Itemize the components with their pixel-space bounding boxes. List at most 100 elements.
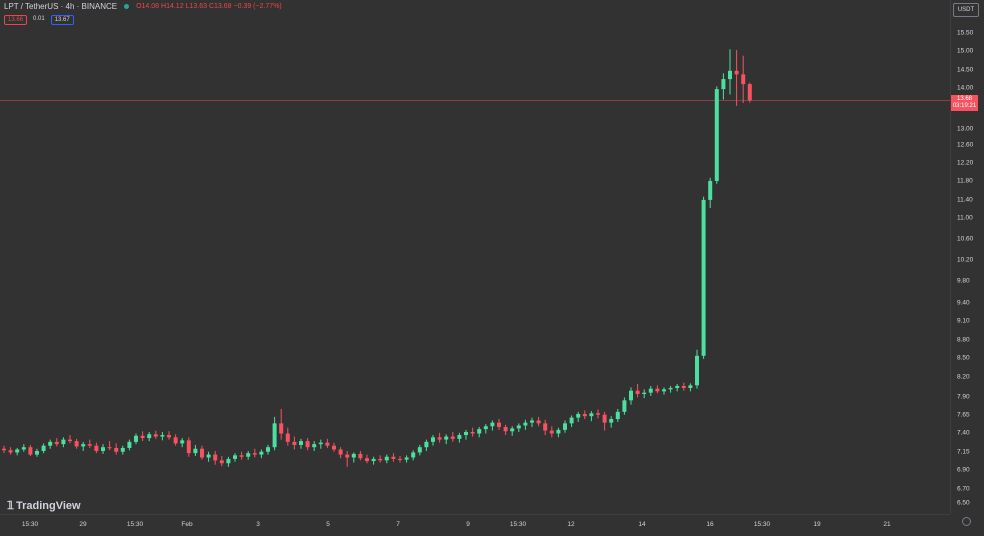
time-tick-label: 15:30 <box>127 521 144 528</box>
time-tick-label: 15:30 <box>754 521 771 528</box>
chart-area[interactable] <box>0 0 950 514</box>
price-tick-label: 14.00 <box>957 85 974 92</box>
price-tick-label: 15.50 <box>957 30 974 37</box>
time-tick-label: 7 <box>396 521 400 528</box>
candle <box>596 409 600 419</box>
high-value: 14.12 <box>166 3 184 10</box>
symbol-title[interactable]: LPT / TetherUS · 4h · BINANCE <box>4 2 118 11</box>
price-tick-label: 9.10 <box>957 318 970 325</box>
candle <box>510 426 515 436</box>
candle <box>642 389 647 399</box>
candle <box>622 397 627 415</box>
candle <box>662 387 666 395</box>
price-tick-label: 6.70 <box>957 486 970 493</box>
candle <box>721 73 726 100</box>
settings-icon[interactable] <box>962 517 971 526</box>
candlestick-chart[interactable] <box>0 0 950 514</box>
candle <box>167 431 171 440</box>
candle <box>384 454 389 464</box>
candle <box>272 416 277 451</box>
time-tick-label: 29 <box>79 521 87 528</box>
open-value: 14.08 <box>141 3 160 10</box>
candle <box>536 416 541 427</box>
candle <box>358 451 363 461</box>
logo-text: TradingView <box>16 499 81 512</box>
price-tick-label: 13.00 <box>957 126 974 133</box>
candle <box>74 438 79 449</box>
candle <box>741 55 746 103</box>
candle <box>127 439 132 451</box>
candle <box>747 82 752 103</box>
candle <box>206 451 211 462</box>
candle <box>186 437 191 457</box>
candle <box>252 448 257 458</box>
candle <box>582 410 587 420</box>
candle <box>81 441 86 451</box>
low-value: 13.63 <box>189 3 207 10</box>
order-badges: 13.66 0.01 13.67 <box>4 15 74 25</box>
tradingview-logo[interactable]: 𝟙 TradingView <box>7 499 81 513</box>
close-value: 13.68 <box>214 3 232 10</box>
price-axis-labels: 15.5015.0014.5014.0013.5013.0012.6012.20… <box>957 30 974 507</box>
candle <box>629 387 633 405</box>
candle <box>576 411 581 422</box>
candle <box>120 445 125 455</box>
candle <box>8 447 13 455</box>
candle <box>226 456 231 467</box>
candle <box>602 411 607 431</box>
candle <box>35 448 39 457</box>
candle <box>523 419 528 430</box>
candle <box>615 408 620 422</box>
price-tick-label: 9.80 <box>957 278 970 285</box>
price-tick-label: 8.50 <box>957 355 970 362</box>
candle <box>285 427 290 446</box>
candle <box>431 435 435 446</box>
candle <box>417 444 422 456</box>
candle <box>708 177 713 208</box>
candle <box>15 447 20 456</box>
currency-selector[interactable]: USDT <box>953 3 979 17</box>
candle <box>365 454 369 464</box>
candle <box>61 437 66 448</box>
price-tick-label: 6.90 <box>957 467 970 474</box>
candle <box>345 451 350 467</box>
candle <box>200 445 204 460</box>
price-axis[interactable]: 15.5015.0014.5014.0013.5013.0012.6012.20… <box>950 0 984 514</box>
candle <box>530 417 534 427</box>
price-tick-label: 10.60 <box>957 236 974 243</box>
low-label: L <box>185 3 190 10</box>
candle <box>695 349 699 389</box>
time-axis[interactable]: 15:30 29 15:30 Feb 3 5 7 9 15:30 12 14 16 15:30 19 21 <box>0 514 950 531</box>
price-tick-label: 7.15 <box>957 449 970 456</box>
time-tick-label: 19 <box>813 521 821 528</box>
change-value: −0.39 (−2.77%) <box>233 3 282 10</box>
price-tick-label: 6.50 <box>957 500 970 507</box>
close-label: C <box>208 3 215 10</box>
candle <box>160 432 165 441</box>
candle <box>351 452 356 463</box>
candle <box>312 441 317 451</box>
candle <box>54 438 59 447</box>
candle <box>728 49 732 95</box>
buy-button[interactable]: 13.67 <box>50 15 74 25</box>
candle <box>299 438 303 449</box>
candle <box>391 453 396 462</box>
candle <box>675 384 680 392</box>
candle <box>411 450 416 461</box>
candle <box>444 434 449 445</box>
time-tick-label: 21 <box>883 521 891 528</box>
candle <box>292 436 297 450</box>
time-tick-label: 16 <box>706 521 714 528</box>
tradingview-logo-icon: 𝟙 <box>7 500 14 512</box>
candle <box>219 456 224 467</box>
candle <box>28 444 33 457</box>
candle <box>609 416 614 428</box>
candle <box>516 423 521 432</box>
candle <box>490 420 495 431</box>
candle <box>398 456 402 463</box>
time-tick-label: 3 <box>256 521 260 528</box>
price-tick-label: 7.40 <box>957 430 970 437</box>
candle <box>266 444 270 455</box>
bar-countdown: 03:19:21 <box>952 103 977 109</box>
sell-button[interactable]: 13.66 <box>4 15 28 25</box>
